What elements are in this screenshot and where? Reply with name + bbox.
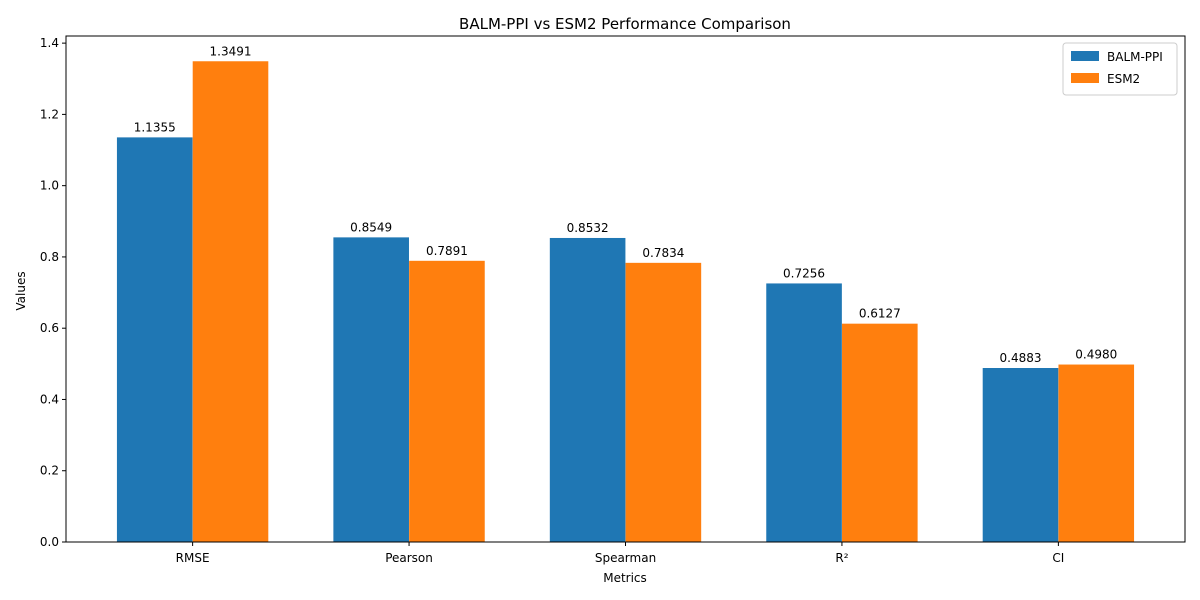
bar-esm2-1 — [409, 260, 485, 542]
bar-value-label: 0.8549 — [350, 220, 392, 234]
bar-value-label: 0.7256 — [783, 266, 825, 280]
y-tick-label: 1.2 — [40, 107, 59, 121]
bar-value-label: 1.1355 — [134, 120, 176, 134]
legend-swatch-balm-ppi — [1071, 51, 1099, 61]
bar-balm-ppi-2 — [549, 237, 626, 542]
bar-balm-ppi-3 — [766, 283, 842, 542]
y-tick-label: 0.6 — [40, 321, 59, 335]
x-axis: RMSE Pearson Spearman R² CI — [176, 542, 1064, 565]
legend-label-balm-ppi: BALM-PPI — [1107, 50, 1163, 64]
y-tick-label: 0.8 — [40, 250, 59, 264]
y-tick-label: 0.2 — [40, 464, 59, 478]
bar-value-label: 1.3491 — [210, 44, 252, 58]
bar-value-label: 0.6127 — [859, 307, 901, 321]
bar-esm2-0 — [192, 61, 269, 542]
x-tick-label: Spearman — [595, 551, 656, 565]
legend: BALM-PPI ESM2 — [1062, 42, 1178, 96]
y-tick-label: 0.0 — [40, 535, 59, 549]
bar-esm2-2 — [625, 262, 702, 542]
plot-area: 1.1355 0.8549 0.8532 0.7256 0.4883 1.3491 0.78… — [65, 35, 1186, 543]
y-tick-label: 1.4 — [40, 36, 59, 50]
x-tick-label: CI — [1052, 551, 1064, 565]
bar-esm2-3 — [842, 323, 918, 542]
y-axis: 0.0 0.2 0.4 0.6 0.8 1.0 1.2 1.4 — [40, 36, 66, 549]
legend-swatch-esm2 — [1071, 73, 1099, 83]
bar-value-label: 0.7891 — [426, 244, 468, 258]
x-tick-label: RMSE — [176, 551, 210, 565]
bar-value-label: 0.4883 — [1000, 351, 1042, 365]
chart-title: BALM-PPI vs ESM2 Performance Comparison — [459, 15, 791, 33]
bar-value-label: 0.7834 — [642, 246, 684, 260]
legend-label-esm2: ESM2 — [1107, 72, 1140, 86]
y-tick-label: 1.0 — [40, 179, 59, 193]
bar-balm-ppi-1 — [333, 237, 409, 542]
x-tick-label: R² — [835, 551, 848, 565]
bar-esm2-4 — [1058, 364, 1135, 542]
y-tick-label: 0.4 — [40, 392, 59, 406]
bar-balm-ppi-4 — [982, 368, 1059, 542]
bar-balm-ppi-0 — [116, 137, 193, 542]
x-tick-label: Pearson — [385, 551, 433, 565]
bar-value-label: 0.4980 — [1075, 348, 1117, 362]
bar-value-label: 0.8532 — [567, 221, 609, 235]
x-axis-label: Metrics — [603, 571, 647, 585]
y-axis-label: Values — [14, 271, 28, 310]
